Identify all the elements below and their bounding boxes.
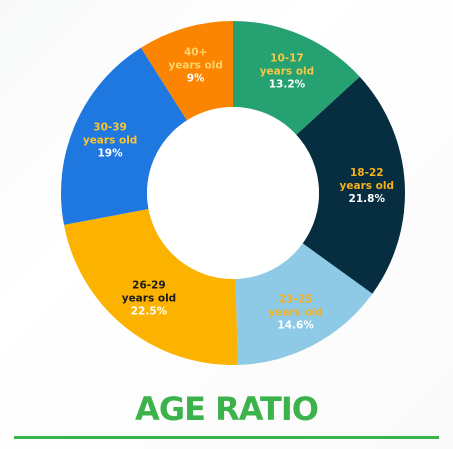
donut-chart-container: 10-17 years old 13.2% 18-22 years old 21.8% 23… [60, 21, 405, 365]
slice-label-group-18-22: 18-22 [350, 167, 384, 179]
slice-label-pct-40-plus: 9% [187, 72, 205, 84]
slice-label-pct-18-22: 21.8% [349, 193, 386, 205]
donut-slice-23-25 [235, 243, 373, 365]
chart-title: AGE RATIO [135, 390, 319, 428]
slice-label-suffix-26-29: years old [122, 292, 176, 304]
slice-label-pct-26-29: 22.5% [131, 305, 168, 317]
donut-slice-26-29 [63, 208, 238, 365]
slice-label-group-40-plus: 40+ [184, 46, 207, 58]
slice-label-suffix-23-25: years old [268, 306, 322, 318]
slice-label-group-30-39: 30-39 [93, 122, 127, 134]
donut-slice-30-39 [60, 47, 187, 225]
title-underline [14, 436, 439, 439]
slice-label-pct-23-25: 14.6% [277, 319, 314, 331]
donut-slice-10-17 [233, 21, 360, 135]
slice-label-pct-10-17: 13.2% [269, 78, 306, 90]
slice-label-suffix-18-22: years old [340, 180, 394, 192]
donut-slice-40-plus [140, 21, 233, 121]
donut-slice-18-22 [296, 76, 405, 294]
slice-label-group-26-29: 26-29 [132, 279, 166, 291]
donut-hole [147, 107, 319, 279]
slice-label-pct-30-39: 19% [98, 148, 124, 160]
slice-label-suffix-40-plus: years old [168, 59, 222, 71]
slice-label-suffix-30-39: years old [83, 135, 137, 147]
slice-label-group-10-17: 10-17 [270, 52, 304, 64]
slice-label-group-23-25: 23-25 [279, 293, 313, 305]
slice-label-suffix-10-17: years old [260, 65, 314, 77]
